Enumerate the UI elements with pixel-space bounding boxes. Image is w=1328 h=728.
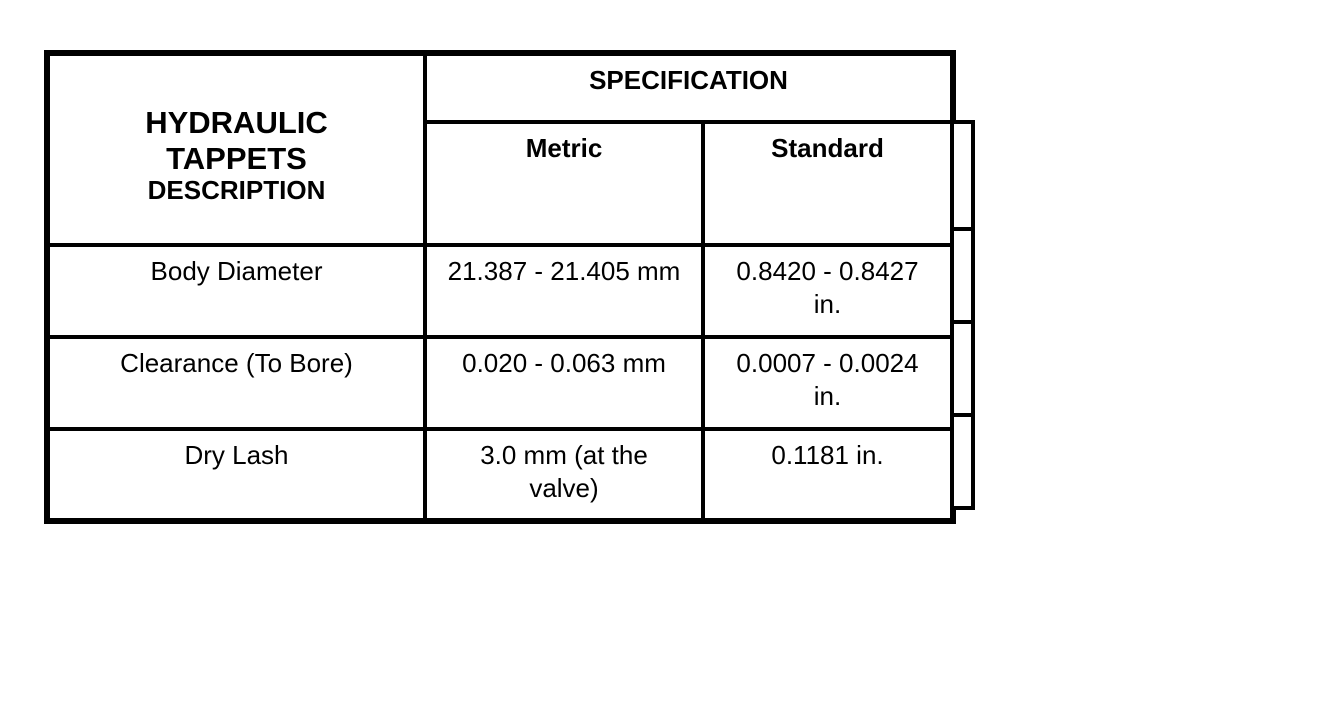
- row-metric-value: 21.387 - 21.405 mm: [423, 243, 705, 339]
- row-metric-value: 0.020 - 0.063 mm: [423, 335, 705, 431]
- standard-column-header: Standard: [701, 119, 955, 248]
- row-standard-value: 0.8420 - 0.8427 in.: [701, 243, 955, 339]
- empty-right-column: [950, 120, 975, 510]
- empty-cell: [950, 227, 975, 324]
- empty-cell-row: [950, 227, 975, 324]
- row-standard-value: 0.1181 in.: [701, 427, 955, 523]
- row-metric-value: 3.0 mm (at the valve): [423, 427, 705, 523]
- empty-cell-row: [950, 120, 975, 231]
- specification-header: SPECIFICATION: [423, 51, 955, 124]
- row-description: Body Diameter: [45, 243, 427, 339]
- hydraulic-tappets-spec-table: HYDRAULIC TAPPETS DESCRIPTION SPECIFICAT…: [44, 50, 956, 524]
- empty-cell: [950, 413, 975, 510]
- empty-cell-row: [950, 413, 975, 510]
- empty-cell: [950, 320, 975, 417]
- empty-cell: [950, 120, 975, 231]
- empty-cell-row: [950, 320, 975, 417]
- spec-header-row: HYDRAULIC TAPPETS DESCRIPTION SPECIFICAT…: [45, 51, 955, 247]
- table-row-clearance-to-bore: Clearance (To Bore) 0.020 - 0.063 mm 0.0…: [45, 335, 955, 431]
- row-standard-value: 0.0007 - 0.0024 in.: [701, 335, 955, 431]
- description-column-header: DESCRIPTION: [147, 175, 326, 205]
- row-description: Clearance (To Bore): [45, 335, 427, 431]
- metric-column-header: Metric: [423, 119, 705, 248]
- table-row-dry-lash: Dry Lash 3.0 mm (at the valve) 0.1181 in…: [45, 427, 955, 523]
- table-title: HYDRAULIC TAPPETS: [145, 105, 328, 176]
- units-header-row: Metric Standard: [47, 119, 955, 248]
- row-description: Dry Lash: [45, 427, 427, 523]
- title-description-cell: HYDRAULIC TAPPETS DESCRIPTION: [45, 51, 427, 247]
- table-row-body-diameter: Body Diameter 21.387 - 21.405 mm 0.8420 …: [45, 243, 955, 339]
